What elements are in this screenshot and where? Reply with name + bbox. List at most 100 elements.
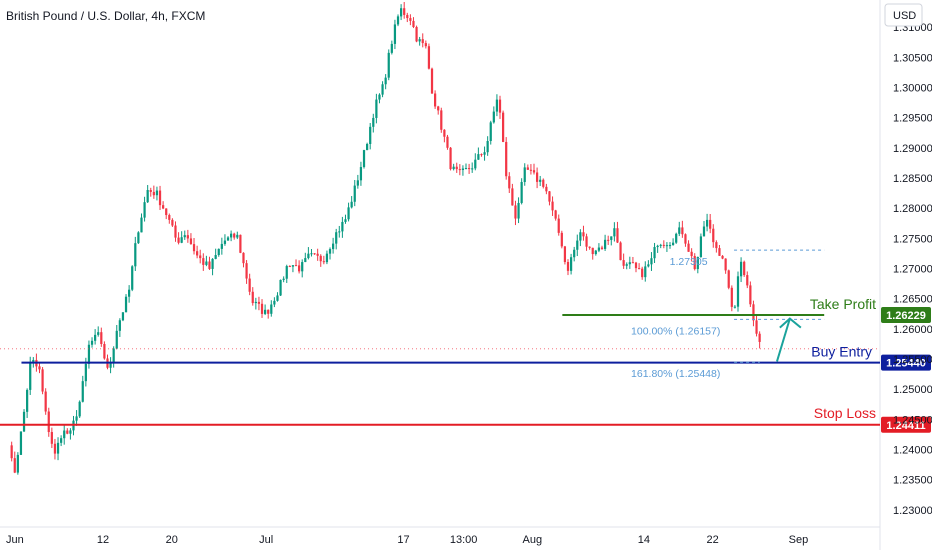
price-axis-tick-label: 1.23500 (893, 475, 932, 487)
candle-body (471, 168, 474, 170)
price-axis-tick-label: 1.30500 (893, 52, 932, 64)
candle-body (696, 256, 699, 270)
time-axis-tick-label: Aug (523, 534, 543, 546)
candle-body (381, 84, 384, 95)
candle-body (149, 190, 152, 192)
price-axis-tick-label: 1.23000 (893, 505, 932, 517)
price-axis-panel[interactable] (880, 0, 932, 550)
candle-body (690, 251, 693, 257)
candle-body (310, 253, 313, 255)
candle-body (474, 159, 477, 169)
candle-body (378, 94, 381, 100)
candle-body (328, 249, 332, 254)
price-axis-tick-label: 1.29000 (893, 143, 932, 155)
price-axis-tick-label: 1.27000 (893, 264, 932, 276)
time-axis-tick-label: Jun (6, 534, 24, 546)
candle-body (671, 242, 675, 246)
candle-body (467, 168, 471, 170)
candle-body (637, 268, 641, 270)
candle-body (109, 363, 112, 368)
buy-entry-annotation: Buy Entry (811, 344, 872, 360)
candle-body (709, 219, 712, 229)
candle-body (739, 261, 743, 277)
candle-body (189, 238, 193, 245)
currency-button[interactable]: USD (893, 10, 916, 22)
buy-entry-price-tag (881, 354, 931, 371)
candle-body (362, 150, 366, 168)
candle-body (430, 68, 434, 94)
candle-body (514, 205, 517, 219)
candle-body (304, 258, 307, 263)
candle-body (588, 246, 591, 248)
candle-body (619, 242, 622, 261)
candle-body (341, 221, 344, 232)
candle-body (242, 252, 245, 264)
candle-body (16, 454, 19, 473)
candle-body (10, 445, 13, 459)
fib-level-label: 161.80% (1.25448) (631, 368, 720, 380)
candle-body (162, 205, 165, 209)
candle-body (560, 232, 563, 247)
candle-body (192, 244, 196, 252)
stop-loss-price-label: 1.24411 (886, 420, 925, 432)
price-axis-tick-label: 1.24500 (893, 414, 932, 426)
candle-body (415, 26, 418, 42)
candle-body (675, 233, 678, 243)
take-profit-price-tag (881, 307, 931, 324)
price-axis-tick-label: 1.26500 (893, 294, 932, 306)
candle-body (118, 320, 121, 331)
candle-body (168, 215, 171, 220)
time-axis-tick-label: 12 (97, 534, 109, 546)
candle-body (668, 245, 672, 247)
candle-body (134, 243, 137, 267)
candle-body (464, 168, 468, 170)
candle-body (594, 250, 597, 255)
candle-body (563, 246, 567, 263)
candle-body (338, 231, 341, 233)
candle-body (733, 306, 737, 308)
candle-body (634, 262, 638, 269)
candle-body (344, 219, 347, 222)
candle-body (566, 262, 570, 271)
candle-body (75, 416, 78, 421)
buy-entry-price-label: 1.25440 (886, 358, 926, 370)
candle-body (607, 239, 610, 241)
currency-button-frame[interactable] (884, 3, 923, 27)
candle-body (440, 110, 443, 130)
candle-body (539, 179, 542, 182)
candle-body (226, 237, 230, 241)
buy-arrow-head (779, 317, 802, 329)
candle-body (449, 147, 452, 170)
candle-body (158, 190, 162, 206)
candle-body (659, 244, 662, 246)
candle-body (591, 247, 594, 255)
candle-body (288, 266, 291, 268)
candle-body (743, 261, 746, 276)
candle-body (755, 320, 758, 334)
candle-body (180, 237, 183, 243)
candle-body (529, 169, 533, 171)
candle-body (205, 261, 208, 265)
candle-body (437, 106, 440, 111)
candle-body (406, 14, 409, 19)
candle-body (112, 348, 115, 364)
candle-body (350, 201, 353, 208)
candle-body (455, 166, 458, 170)
candle-body (554, 210, 557, 219)
candle-body (483, 152, 486, 155)
candle-body (171, 219, 174, 226)
candle-body (573, 249, 576, 258)
candle-body (285, 266, 288, 279)
candle-body (220, 243, 223, 249)
candle-body (90, 340, 94, 345)
candle-body (387, 52, 390, 78)
candle-body (103, 343, 106, 359)
candle-body (517, 202, 520, 219)
candle-body (239, 234, 242, 253)
candle-body (19, 431, 23, 455)
candle-body (752, 304, 755, 321)
candle-body (22, 411, 26, 432)
candle-body (84, 363, 87, 382)
candle-body (446, 136, 449, 148)
